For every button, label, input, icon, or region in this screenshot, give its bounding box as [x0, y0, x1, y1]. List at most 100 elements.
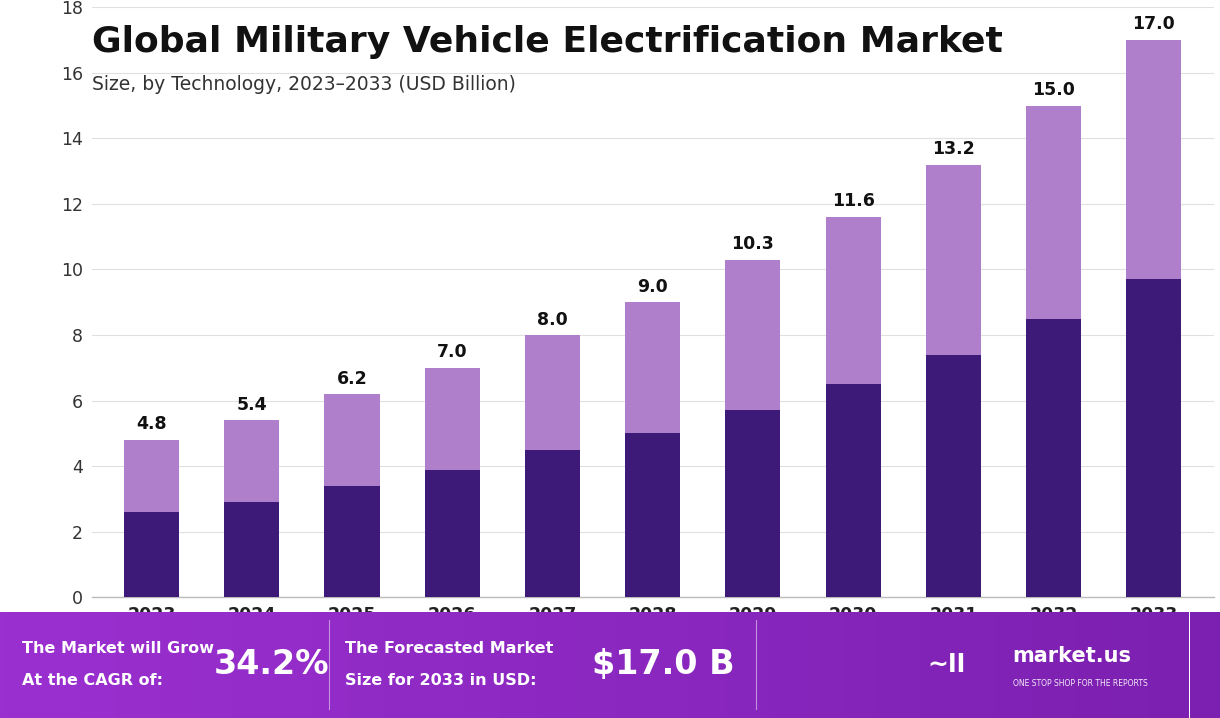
Bar [323, 612, 329, 718]
Bar [982, 612, 988, 718]
Bar [625, 434, 681, 597]
Bar [159, 612, 165, 718]
Bar [939, 612, 946, 718]
Bar [6, 612, 12, 718]
Bar [224, 503, 279, 597]
Bar [775, 612, 781, 718]
Bar [372, 612, 378, 718]
Text: The Forecasted Market: The Forecasted Market [345, 641, 554, 656]
Bar [628, 612, 634, 718]
Bar [506, 612, 512, 718]
Bar [625, 302, 681, 434]
Bar [525, 612, 531, 718]
Bar [921, 612, 927, 718]
Bar [299, 612, 305, 718]
Bar [49, 612, 55, 718]
Bar [567, 612, 573, 718]
Bar [1019, 612, 1025, 718]
Bar [891, 612, 897, 718]
Bar [1037, 612, 1043, 718]
Bar [152, 612, 159, 718]
Bar [1122, 612, 1128, 718]
Bar [994, 612, 1000, 718]
Bar [744, 612, 750, 718]
Bar [531, 612, 537, 718]
Bar [232, 612, 238, 718]
Bar [647, 612, 653, 718]
Bar [1196, 612, 1202, 718]
Bar [512, 612, 518, 718]
Bar [378, 612, 384, 718]
Bar [1159, 612, 1165, 718]
Bar [836, 612, 842, 718]
Bar [30, 612, 37, 718]
Text: Size for 2033 in USD:: Size for 2033 in USD: [345, 673, 537, 689]
Bar [85, 612, 92, 718]
Bar [781, 612, 787, 718]
Bar [653, 612, 659, 718]
Bar [1006, 612, 1013, 718]
Bar [445, 612, 451, 718]
Bar [769, 612, 775, 718]
Bar [116, 612, 122, 718]
Bar [201, 612, 207, 718]
Bar [311, 612, 317, 718]
Bar [787, 612, 793, 718]
Bar [43, 612, 49, 718]
Bar [1171, 612, 1177, 718]
Bar [1104, 612, 1110, 718]
Bar [854, 612, 860, 718]
Bar [61, 612, 67, 718]
Bar [55, 612, 61, 718]
Bar [720, 612, 726, 718]
Bar [988, 612, 994, 718]
Bar [73, 612, 79, 718]
Bar [671, 612, 677, 718]
Bar [878, 612, 884, 718]
Bar [305, 612, 311, 718]
Bar [525, 449, 580, 597]
Bar [238, 612, 244, 718]
Bar [903, 612, 909, 718]
Bar [250, 612, 256, 718]
Bar [695, 612, 702, 718]
Text: market.us: market.us [1013, 646, 1132, 666]
Bar [274, 612, 281, 718]
Bar [689, 612, 695, 718]
Bar [451, 612, 458, 718]
Bar [946, 612, 952, 718]
Bar [726, 411, 781, 597]
Bar [189, 612, 195, 718]
Bar [354, 612, 360, 718]
Bar [24, 612, 31, 718]
Text: 6.2: 6.2 [337, 370, 367, 388]
Bar [561, 612, 567, 718]
Bar [897, 612, 903, 718]
Text: 34.2%: 34.2% [214, 648, 329, 681]
Bar [702, 612, 708, 718]
Text: At the CAGR of:: At the CAGR of: [22, 673, 163, 689]
Bar [909, 612, 915, 718]
Bar [390, 612, 397, 718]
Bar [926, 355, 981, 597]
Bar [425, 470, 479, 597]
Bar [555, 612, 561, 718]
Bar [165, 612, 171, 718]
Bar [476, 612, 482, 718]
Bar [817, 612, 824, 718]
Bar [860, 612, 866, 718]
Text: Size, by Technology, 2023–2033 (USD Billion): Size, by Technology, 2023–2033 (USD Bill… [92, 75, 515, 94]
Bar [325, 394, 379, 486]
Bar [360, 612, 366, 718]
Bar [1116, 612, 1122, 718]
Bar [366, 612, 372, 718]
Bar [342, 612, 348, 718]
Bar [384, 612, 390, 718]
Bar [634, 612, 640, 718]
Bar [926, 164, 981, 355]
Bar [37, 612, 43, 718]
Text: ∼ll: ∼ll [927, 653, 965, 677]
Bar [329, 612, 336, 718]
Bar [433, 612, 439, 718]
Bar [104, 612, 110, 718]
